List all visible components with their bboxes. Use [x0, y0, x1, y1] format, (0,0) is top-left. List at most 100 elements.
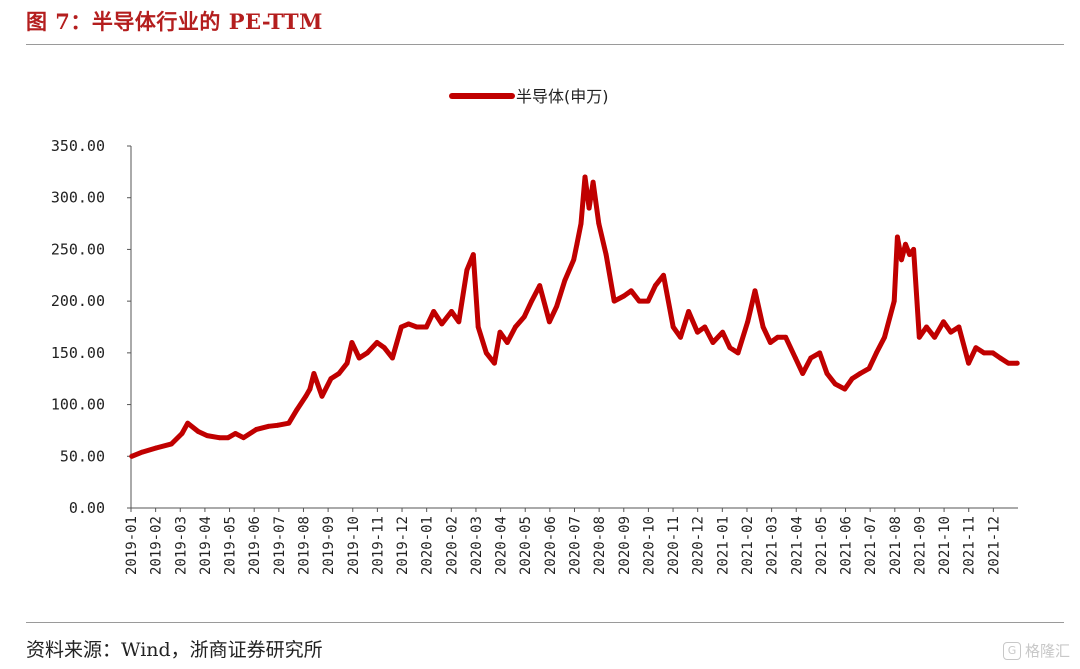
data-point	[720, 329, 725, 335]
footer-divider	[26, 622, 1064, 623]
data-point	[574, 241, 580, 247]
data-point	[571, 257, 577, 263]
data-point	[521, 314, 527, 320]
data-point	[857, 371, 863, 376]
data-point	[195, 429, 201, 434]
data-point	[686, 309, 691, 314]
x-tick-label: 2020-12	[691, 516, 707, 575]
data-point	[537, 283, 543, 288]
x-tick-label: 2019-01	[124, 516, 140, 575]
data-point	[1014, 360, 1020, 366]
data-point	[294, 407, 300, 413]
data-point	[621, 293, 627, 299]
data-point	[645, 298, 651, 304]
data-point	[866, 366, 872, 371]
data-point	[139, 449, 145, 455]
data-point	[179, 431, 185, 436]
data-point	[760, 324, 766, 330]
data-point	[153, 445, 159, 451]
y-tick-label: 150.00	[51, 344, 105, 362]
data-point	[702, 324, 708, 330]
header-divider	[26, 44, 1064, 45]
x-tick-label: 2019-03	[173, 516, 189, 575]
watermark: G 格隆汇	[1002, 640, 1070, 661]
data-point	[924, 324, 929, 330]
x-tick-label: 2021-11	[962, 516, 978, 575]
data-point	[129, 453, 135, 459]
data-point	[562, 278, 568, 283]
data-point	[286, 420, 292, 426]
data-point	[670, 324, 676, 330]
watermark-text: 格隆汇	[1024, 642, 1070, 660]
y-tick-label: 200.00	[51, 292, 105, 310]
data-point	[470, 252, 476, 257]
data-point	[225, 435, 231, 441]
data-point	[529, 298, 534, 304]
y-tick-label: 250.00	[51, 240, 105, 258]
data-point	[204, 433, 210, 438]
data-point	[216, 435, 222, 441]
data-point	[456, 319, 462, 325]
data-point	[431, 309, 437, 314]
x-tick-label: 2020-08	[592, 516, 608, 575]
x-tick-label: 2020-03	[469, 516, 485, 575]
data-point	[578, 221, 584, 227]
data-point	[582, 174, 588, 180]
data-point	[973, 345, 979, 351]
data-point	[903, 241, 908, 247]
line-chart: 半导体(申万) 0.00 50.00 100.00 150.00 200.00 250.0…	[51, 87, 1020, 575]
data-point	[891, 298, 897, 304]
data-point	[328, 376, 334, 382]
data-point	[504, 340, 510, 345]
data-point	[449, 309, 454, 314]
x-tick-label: 2019-02	[149, 516, 165, 575]
data-point	[336, 371, 342, 376]
data-point	[513, 324, 518, 330]
data-point	[349, 340, 355, 345]
data-point	[254, 427, 259, 432]
data-point	[768, 340, 773, 345]
data-point	[364, 350, 370, 356]
x-tick-label: 2020-09	[617, 516, 633, 575]
data-point	[185, 420, 191, 426]
x-tick-label: 2019-04	[198, 516, 214, 575]
data-point	[997, 355, 1003, 361]
x-tick-label: 2021-03	[765, 516, 781, 575]
data-point	[735, 350, 741, 356]
data-point	[603, 252, 609, 257]
data-point	[882, 334, 887, 340]
data-point	[424, 324, 429, 330]
data-point	[783, 334, 789, 340]
data-point	[981, 350, 987, 356]
data-point	[590, 179, 596, 185]
chart-legend: 半导体(申万)	[449, 87, 609, 106]
x-tick-label: 2021-02	[740, 516, 756, 575]
data-point	[752, 288, 758, 294]
data-point	[817, 350, 823, 356]
legend-label: 半导体(申万)	[516, 87, 609, 106]
data-point	[661, 272, 666, 278]
x-tick-label: 2021-10	[937, 516, 953, 575]
data-point	[916, 334, 922, 340]
y-tick-label: 300.00	[51, 189, 105, 207]
x-tick-label: 2019-05	[223, 516, 239, 575]
x-tick-label: 2020-06	[543, 516, 559, 575]
x-tick-label: 2019-12	[395, 516, 411, 575]
x-tick-label: 2021-01	[715, 516, 731, 575]
series-line	[129, 174, 1020, 459]
x-tick-label: 2019-06	[247, 516, 263, 575]
data-point	[941, 319, 946, 325]
x-tick-label: 2019-07	[272, 516, 288, 575]
x-tick-label: 2019-08	[296, 516, 312, 575]
data-point	[319, 393, 325, 399]
data-point	[374, 340, 380, 345]
data-point	[678, 334, 683, 340]
x-axis-ticks: 2019-01 2019-02 2019-03 2019-04 2019-05 2019-…	[124, 508, 1002, 575]
data-point	[233, 431, 238, 436]
data-point	[344, 360, 350, 366]
data-point	[745, 319, 751, 325]
data-point	[1005, 360, 1011, 366]
data-point	[710, 340, 716, 345]
g-badge-icon: G	[1002, 641, 1021, 660]
data-point	[653, 283, 658, 288]
